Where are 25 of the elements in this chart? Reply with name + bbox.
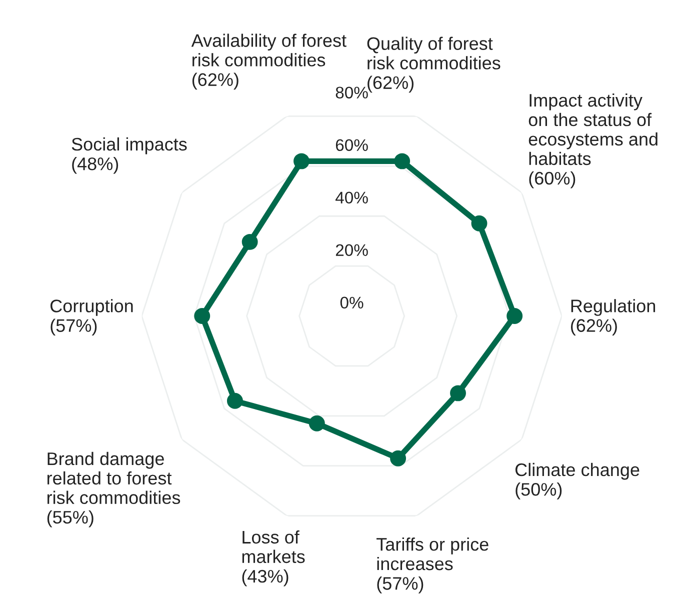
y-tick-label: 20% (336, 244, 368, 256)
spoke-label: Impact activity on the status of ecosystems and habitats (528, 93, 658, 166)
y-tick-label: 80% (336, 86, 368, 98)
y-tick-label: 0% (340, 296, 364, 309)
spoke-label: Corruption (50, 299, 133, 316)
y-tick-label: 40% (335, 192, 368, 204)
spoke-label: Tariffs or price increases (376, 538, 488, 570)
text: (62%) (192, 72, 238, 90)
text: (50%) (516, 482, 562, 500)
spoke-label: Regulation (571, 299, 656, 316)
text: (60%) (529, 171, 576, 188)
spoke-label: Quality of forest risk commodities (367, 36, 500, 70)
spoke-label: Climate change (515, 462, 640, 480)
y-tick-label: 60% (336, 139, 368, 152)
spoke-label: Brand damage related to forest risk commodities (47, 452, 180, 504)
spoke-label: Social impacts (72, 137, 187, 154)
text: (43%) (242, 569, 288, 586)
text: (57%) (377, 576, 424, 594)
text: (55%) (47, 510, 94, 528)
text: (57%) (50, 318, 97, 336)
text: (62%) (368, 76, 414, 93)
text: (62%) (570, 318, 617, 336)
spoke-label: Loss of markets (242, 530, 305, 564)
spoke-label: Availability of forest risk commodities (191, 34, 346, 66)
text: (48%) (72, 156, 118, 174)
